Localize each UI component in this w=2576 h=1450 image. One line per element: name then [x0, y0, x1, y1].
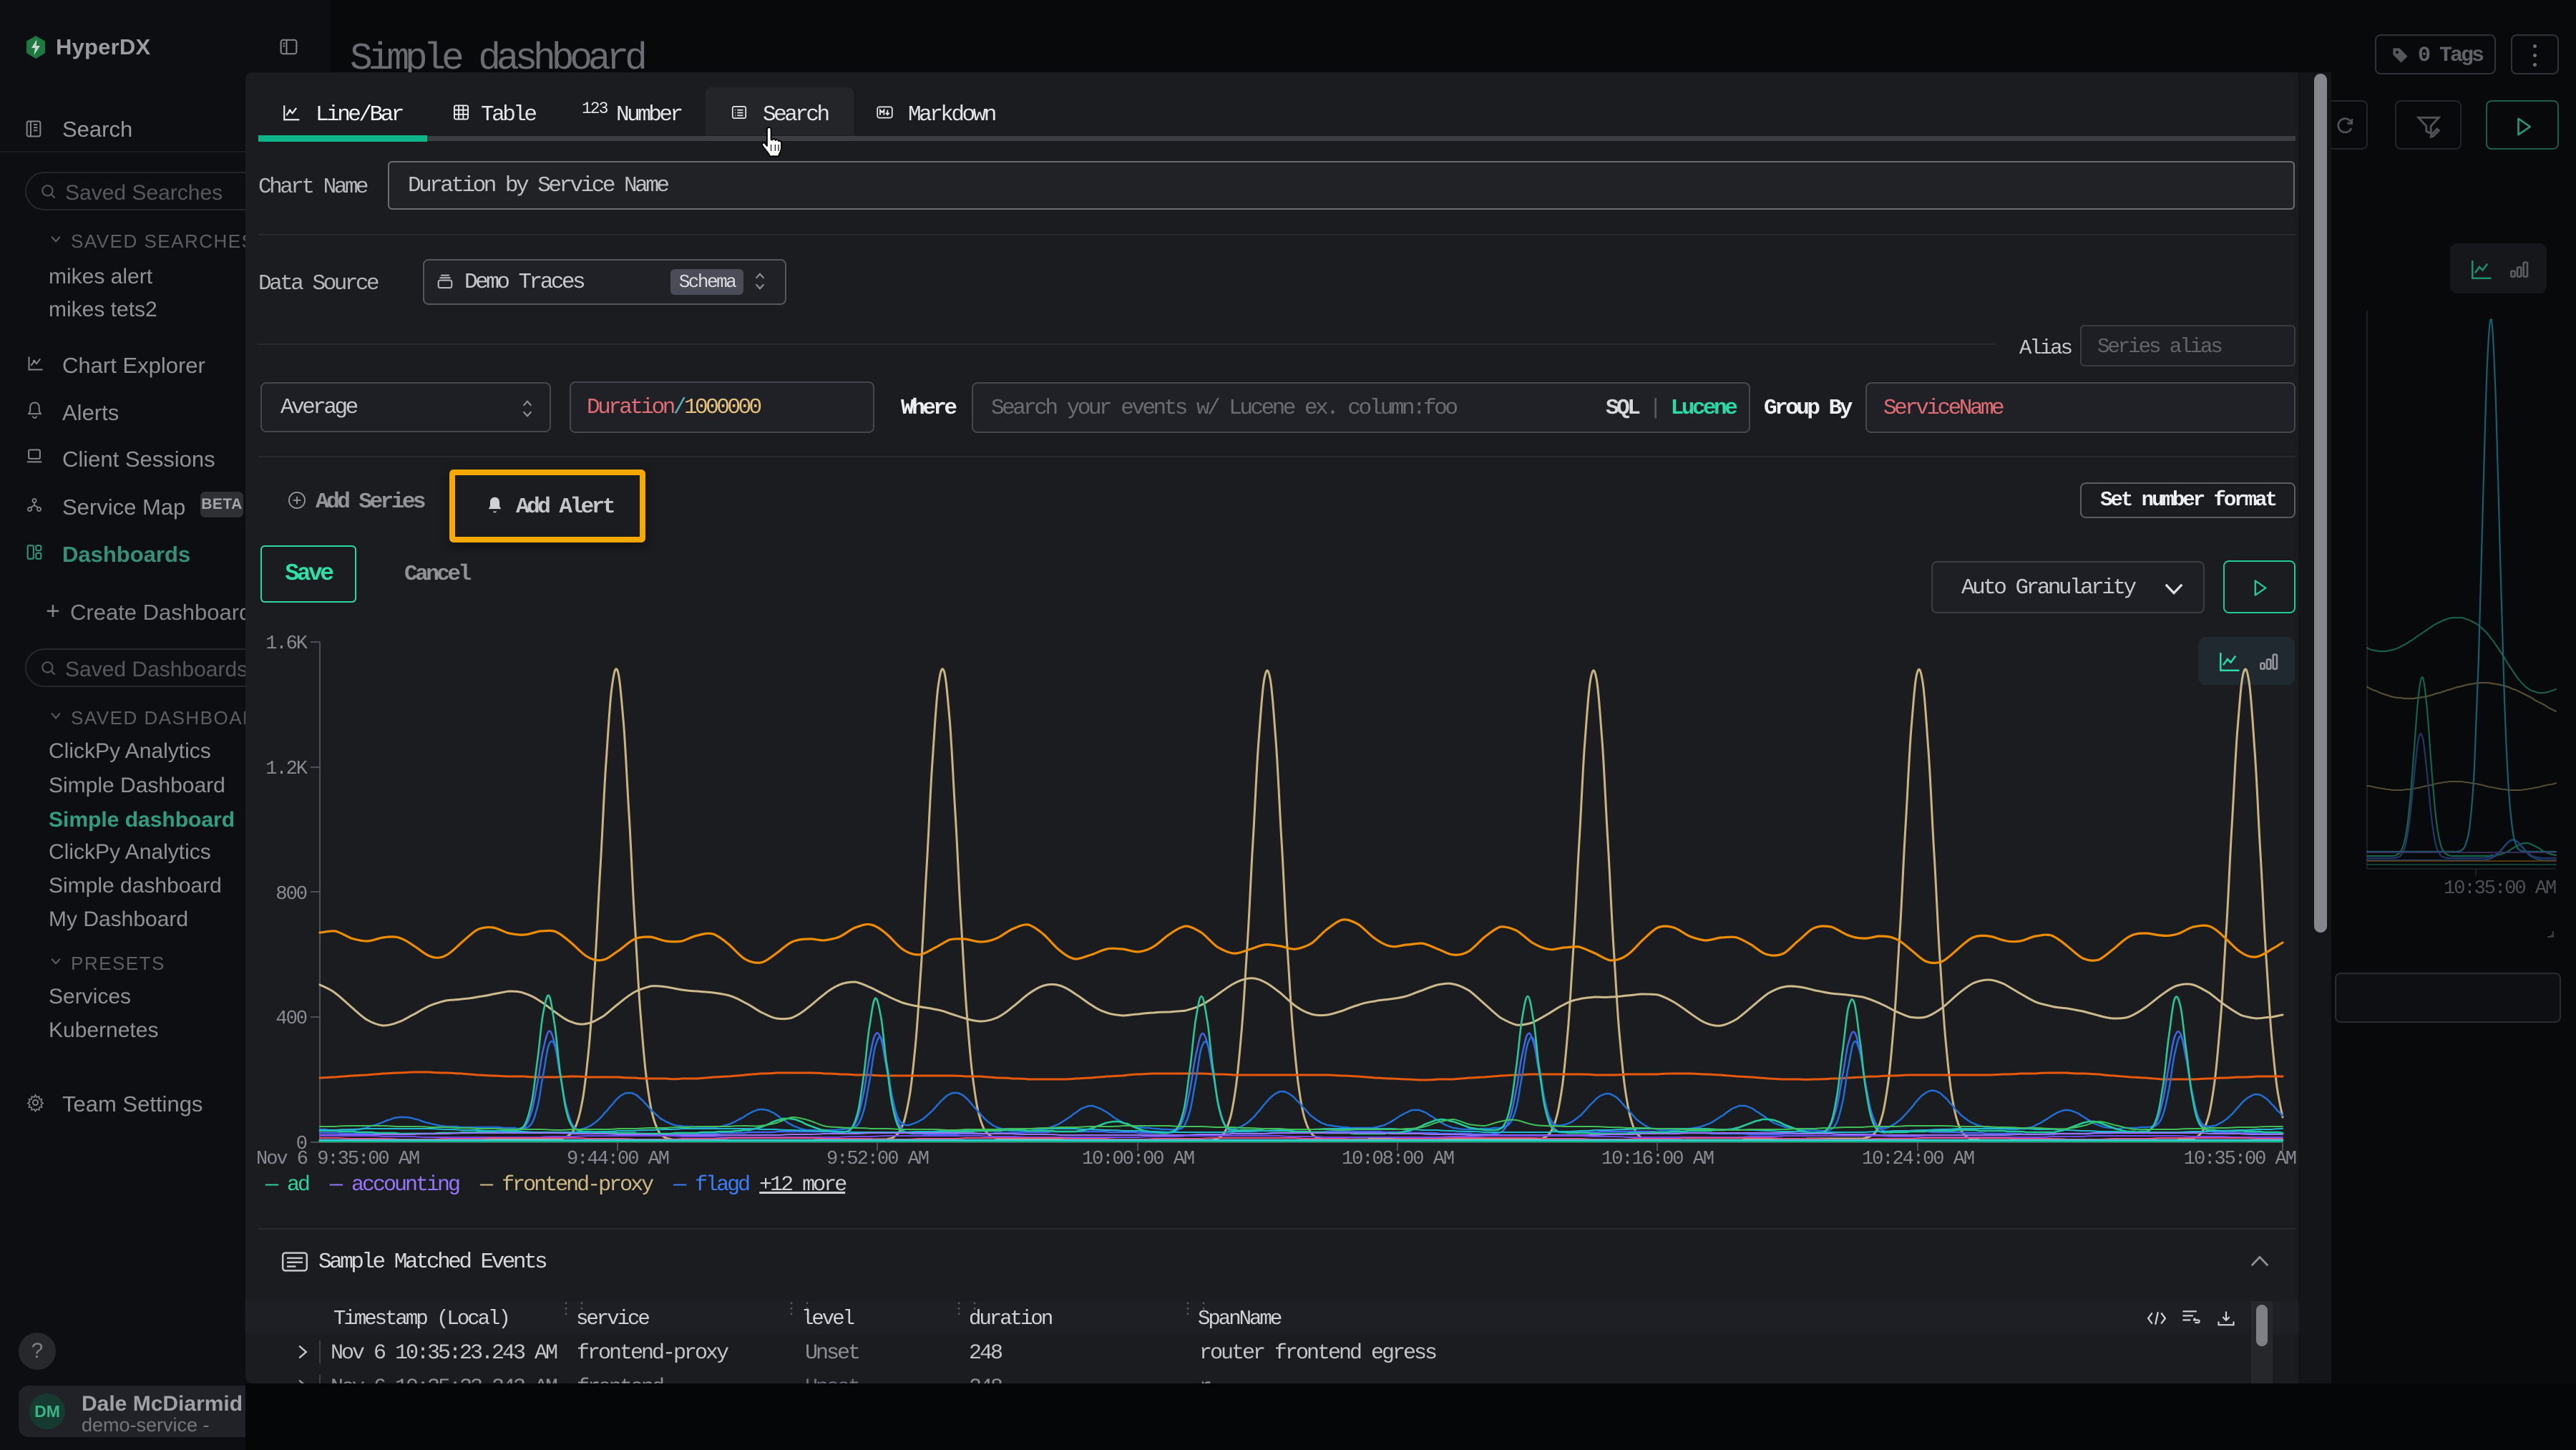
svg-text:9:52:00 AM: 9:52:00 AM [826, 1149, 929, 1170]
svg-text:10:35:00 AM: 10:35:00 AM [2184, 1149, 2296, 1170]
svg-text:10:16:00 AM: 10:16:00 AM [1601, 1149, 1714, 1170]
svg-text:10:08:00 AM: 10:08:00 AM [1342, 1149, 1454, 1170]
svg-text:1.2K: 1.2K [265, 759, 308, 780]
svg-text:800: 800 [275, 884, 306, 905]
svg-text:10:00:00 AM: 10:00:00 AM [1082, 1149, 1194, 1170]
svg-text:10:35:00 AM: 10:35:00 AM [2444, 878, 2556, 900]
svg-text:9:44:00 AM: 9:44:00 AM [567, 1149, 669, 1170]
svg-text:0: 0 [296, 1134, 307, 1155]
svg-text:1.6K: 1.6K [265, 633, 308, 655]
svg-text:Nov 6 9:35:00 AM: Nov 6 9:35:00 AM [256, 1149, 419, 1170]
svg-text:400: 400 [275, 1008, 306, 1030]
svg-text:10:24:00 AM: 10:24:00 AM [1862, 1149, 1974, 1170]
